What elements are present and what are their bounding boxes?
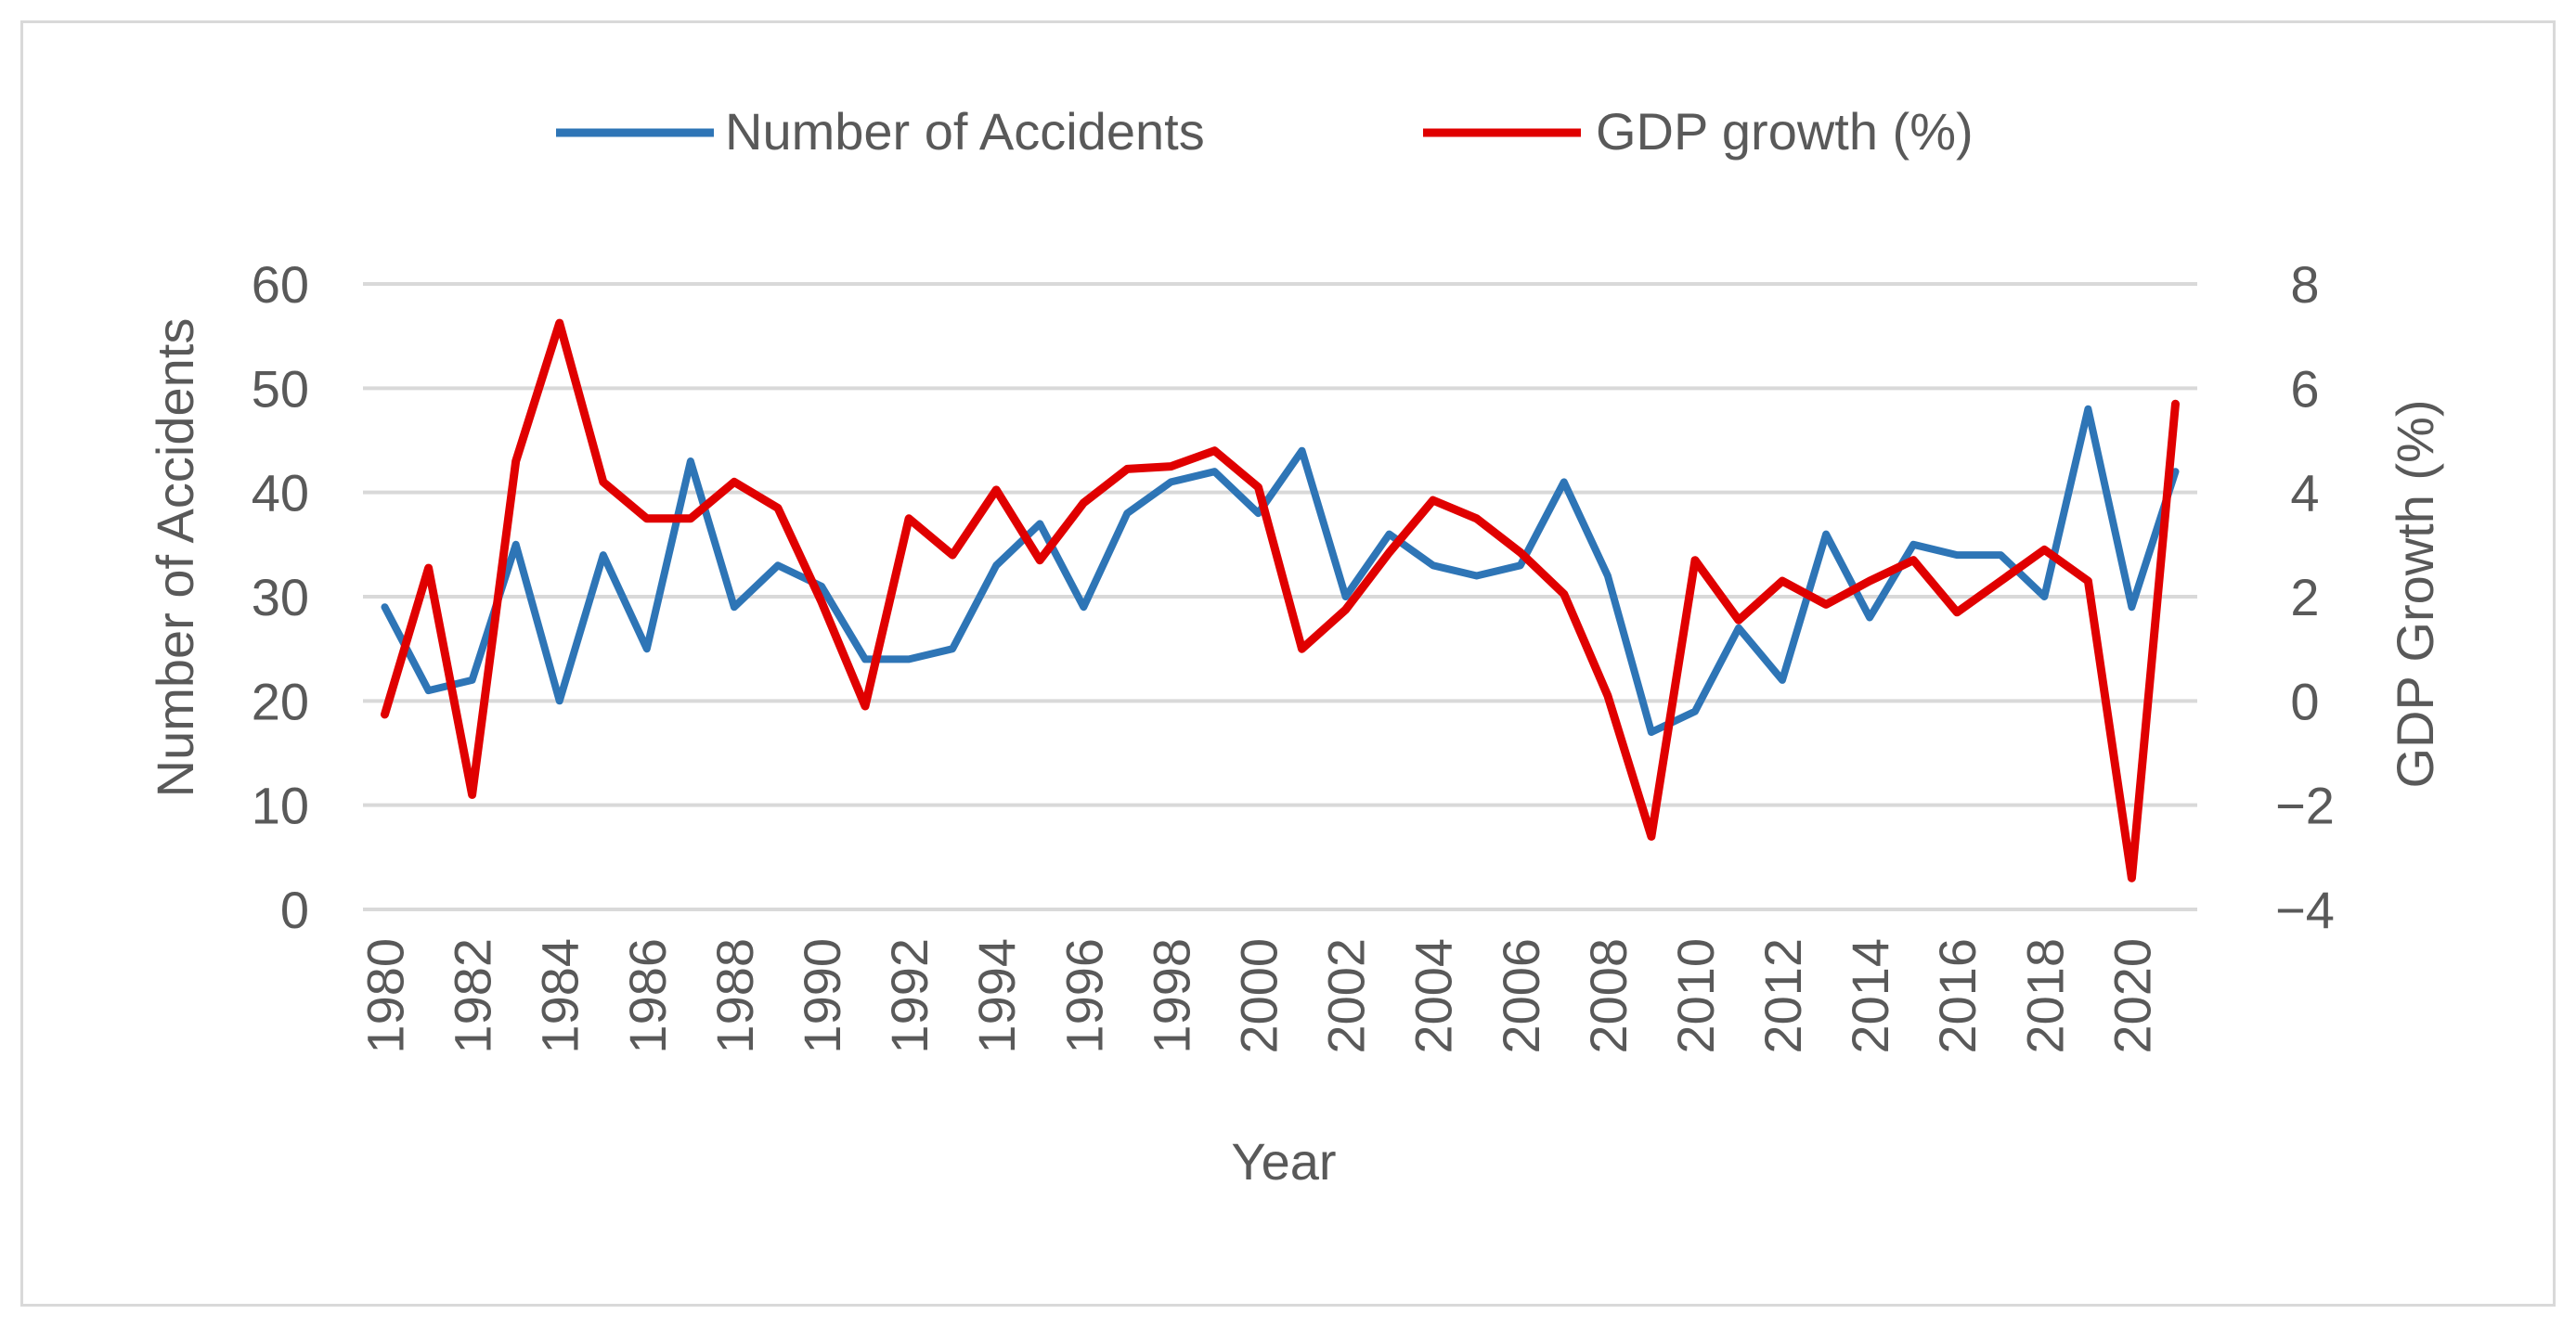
y-tick-label-left: 30 [252,568,309,626]
y-tick-label-right: 4 [2290,464,2319,522]
y-axis-title-left: Number of Accidents [146,318,204,798]
legend-label-accidents: Number of Accidents [725,102,1205,161]
x-tick-label: 1994 [967,938,1026,1054]
x-axis-title: Year [1231,1132,1336,1191]
y-tick-label-right: 2 [2290,568,2319,626]
x-tick-label: 2014 [1841,938,1899,1054]
y-tick-label-right: 0 [2290,672,2319,730]
x-tick-label: 2006 [1492,938,1550,1054]
x-tick-label: 2020 [2103,938,2161,1054]
chart-frame: 0 10 20 30 40 50 60 −4 −2 0 2 4 6 8 1980 1982 1984 1986 19… [20,20,2556,1307]
x-tick-label: 1982 [444,938,502,1054]
series-line-gdp [381,318,2180,883]
x-tick-label: 2018 [2015,938,2074,1054]
series-line-accidents [381,405,2180,736]
chart-svg: 0 10 20 30 40 50 60 −4 −2 0 2 4 6 8 1980 1982 1984 1986 19… [146,102,2444,1191]
x-tick-label: 1988 [705,938,764,1054]
legend-label-gdp: GDP growth (%) [1596,102,1974,161]
x-tick-label: 1986 [618,938,677,1054]
y-axis-title-right: GDP Growth (%) [2386,399,2444,788]
y-tick-label-left: 10 [252,777,309,835]
y-tick-label-right: 6 [2290,359,2319,418]
x-tick-label: 2010 [1666,938,1725,1054]
y-tick-label-left: 60 [252,255,309,314]
y-tick-label-right: 8 [2290,255,2319,314]
axes: 0 10 20 30 40 50 60 −4 −2 0 2 4 6 8 1980 1982 1984 1986 19… [252,255,2335,1054]
x-tick-label: 2008 [1579,938,1638,1054]
x-tick-label: 1980 [356,938,415,1054]
x-tick-label: 1990 [793,938,851,1054]
gridlines [363,282,2197,911]
x-tick-label: 1992 [880,938,938,1054]
x-tick-label: 2000 [1229,938,1288,1054]
x-tick-label: 2016 [1928,938,1987,1054]
x-tick-label: 1996 [1055,938,1113,1054]
x-tick-label: 2012 [1754,938,1812,1054]
x-tick-label: 2004 [1405,938,1463,1054]
y-tick-label-right: −4 [2275,881,2335,939]
y-tick-label-left: 50 [252,359,309,418]
x-tick-label: 1984 [531,938,589,1054]
series-lines [381,318,2180,883]
x-tick-label: 2002 [1317,938,1376,1054]
y-tick-label-left: 20 [252,672,309,730]
y-tick-label-right: −2 [2275,777,2335,835]
x-tick-label: 1998 [1142,938,1200,1054]
y-tick-label-left: 40 [252,464,309,522]
legend: Number of Accidents GDP growth (%) [556,102,1974,161]
y-tick-label-left: 0 [280,881,309,939]
